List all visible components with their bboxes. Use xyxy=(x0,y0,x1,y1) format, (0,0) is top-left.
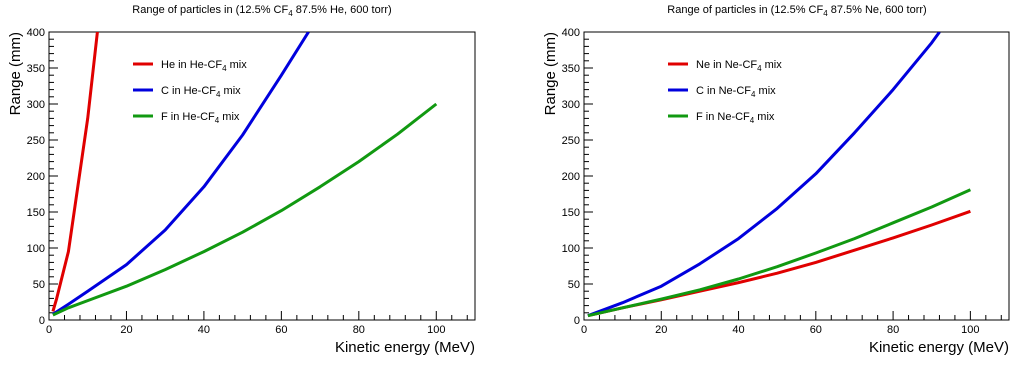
x-tick-label: 80 xyxy=(887,324,899,336)
x-axis-title: Kinetic energy (MeV) xyxy=(869,339,1009,356)
x-tick-label: 0 xyxy=(46,324,52,336)
series-group xyxy=(51,32,438,317)
legend-entry: C in Ne-CF4 mix xyxy=(696,85,776,99)
x-tick-label: 20 xyxy=(120,324,132,336)
x-tick-label: 40 xyxy=(732,324,744,336)
chart-title: Range of particles in (12.5% CF4 87.5% N… xyxy=(667,4,926,18)
y-tick-label: 100 xyxy=(562,243,580,255)
y-tick-label: 300 xyxy=(27,99,45,111)
chart-panel-1: Range of particles in (12.5% CF4 87.5% H… xyxy=(7,4,476,356)
y-tick-label: 300 xyxy=(562,99,580,111)
x-tick-label: 60 xyxy=(810,324,822,336)
legend-entry: F in Ne-CF4 mix xyxy=(696,111,775,125)
y-tick-label: 150 xyxy=(27,207,45,219)
y-tick-label: 350 xyxy=(562,63,580,75)
series-line-1 xyxy=(587,209,971,318)
y-tick-label: 100 xyxy=(27,243,45,255)
x-tick-label: 20 xyxy=(655,324,667,336)
y-tick-label: 250 xyxy=(27,135,45,147)
x-tick-label: 60 xyxy=(275,324,287,336)
y-tick-label: 350 xyxy=(27,63,45,75)
x-tick-label: 40 xyxy=(198,324,210,336)
series-line-1 xyxy=(51,32,99,312)
series-line-2 xyxy=(52,32,310,316)
y-tick-label: 0 xyxy=(574,315,580,327)
y-axis-title: Range (mm) xyxy=(7,32,24,115)
legend-entry: C in He-CF4 mix xyxy=(161,85,241,99)
x-tick-label: 100 xyxy=(427,324,445,336)
chart-panel-2: Range of particles in (12.5% CF4 87.5% N… xyxy=(542,4,1010,356)
y-tick-label: 0 xyxy=(39,315,45,327)
legend-entry: Ne in Ne-CF4 mix xyxy=(696,59,782,73)
plot-frame xyxy=(48,31,476,321)
y-axis-title: Range (mm) xyxy=(542,32,559,115)
plot-frame xyxy=(583,31,1010,321)
y-tick-label: 50 xyxy=(33,279,45,291)
series-line-3 xyxy=(587,188,972,318)
y-tick-label: 250 xyxy=(562,135,580,147)
legend-entry: F in He-CF4 mix xyxy=(161,111,240,125)
x-tick-label: 80 xyxy=(353,324,365,336)
x-tick-label: 100 xyxy=(961,324,979,336)
y-tick-label: 400 xyxy=(562,27,580,39)
y-tick-label: 200 xyxy=(562,171,580,183)
legend-entry: He in He-CF4 mix xyxy=(161,59,247,73)
y-tick-label: 150 xyxy=(562,207,580,219)
y-tick-label: 200 xyxy=(27,171,45,183)
x-tick-label: 0 xyxy=(581,324,587,336)
series-line-3 xyxy=(52,102,438,317)
series-line-2 xyxy=(587,32,941,318)
y-tick-label: 50 xyxy=(568,279,580,291)
y-tick-label: 400 xyxy=(27,27,45,39)
chart-title: Range of particles in (12.5% CF4 87.5% H… xyxy=(132,4,391,18)
series-group xyxy=(587,32,972,318)
x-axis-title: Kinetic energy (MeV) xyxy=(335,339,475,356)
